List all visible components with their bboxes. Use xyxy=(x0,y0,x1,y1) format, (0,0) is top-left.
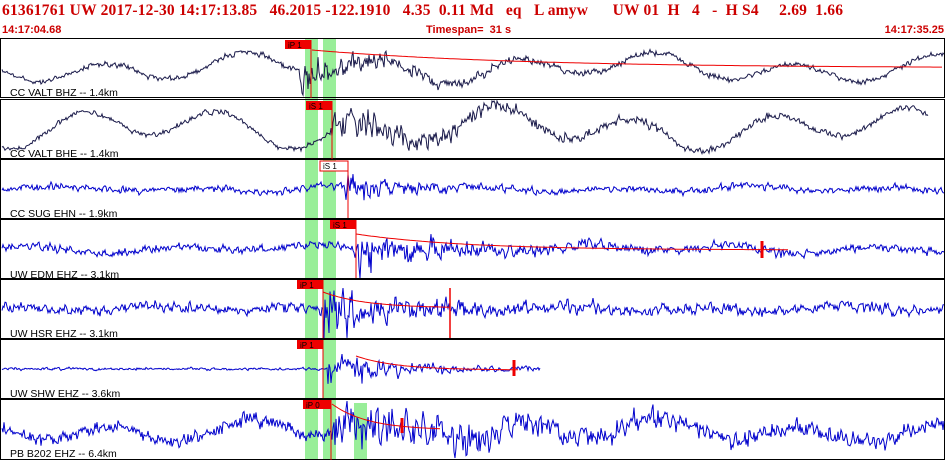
channel-label: CC VALT BHZ -- 1.4km xyxy=(10,87,118,99)
waveform-trace xyxy=(1,174,945,201)
coda-decay-curve xyxy=(311,49,942,68)
channel-label: CC VALT BHE -- 1.4km xyxy=(10,148,119,160)
pick-label: iP 1 xyxy=(300,281,314,290)
pick-label: iS 1 xyxy=(323,162,337,171)
channel-frames xyxy=(0,38,945,460)
channel-row-4[interactable]: iP 1 UW HSR EHZ -- 3.1km xyxy=(1,280,945,340)
pick-label: iP 1 xyxy=(288,41,302,50)
waveform-trace xyxy=(1,354,541,384)
event-header: 61361761 UW 2017-12-30 14:17:13.85 46.20… xyxy=(0,0,946,38)
channel-row-3[interactable]: iS 1 UW EDM EHZ -- 3.1km xyxy=(1,220,945,281)
channel-row-0[interactable]: iP 1 CC VALT BHZ -- 1.4km xyxy=(1,40,945,99)
channel-row-2[interactable]: iS 1 CC SUG EHN -- 1.9km xyxy=(1,160,945,220)
start-time: 14:17:04.68 xyxy=(2,24,62,36)
coda-decay-curve xyxy=(355,355,518,371)
timespan-label: Timespan= 31 s xyxy=(426,24,512,36)
pick-label: iP 1 xyxy=(300,341,314,350)
channel-label: PB B202 EHZ -- 6.4km xyxy=(10,448,117,460)
channel-label: UW EDM EHZ -- 3.1km xyxy=(10,269,119,281)
channel-frame xyxy=(0,219,945,279)
pick-window-band xyxy=(323,38,336,460)
channel-frame xyxy=(0,339,945,399)
end-time: 14:17:35.25 xyxy=(884,24,944,36)
coda-decay-curve xyxy=(322,291,450,308)
waveform-trace xyxy=(1,288,945,339)
waveform-trace xyxy=(1,48,945,97)
waveform-trace xyxy=(1,99,929,156)
channel-frame xyxy=(0,99,945,159)
event-summary-title: 61361761 UW 2017-12-30 14:17:13.85 46.20… xyxy=(2,2,844,19)
seismogram-panel[interactable]: iP 1 CC VALT BHZ -- 1.4km iS 1 CC VALT B… xyxy=(0,38,946,460)
channel-row-6[interactable]: iP 0 PB B202 EHZ -- 6.4km xyxy=(1,400,945,460)
channel-label: UW HSR EHZ -- 3.1km xyxy=(10,328,118,340)
pick-label: iP 0 xyxy=(306,401,320,410)
pick-flag[interactable] xyxy=(285,40,311,49)
pick-label: iS 1 xyxy=(333,221,347,230)
channel-frame xyxy=(0,279,945,339)
pick-label: iS 1 xyxy=(309,102,323,111)
pick-flag[interactable] xyxy=(303,400,331,409)
pick-flag[interactable] xyxy=(297,340,323,349)
channel-frame xyxy=(0,38,945,98)
channel-row-1[interactable]: iS 1 CC VALT BHE -- 1.4km xyxy=(1,99,929,160)
coda-decay-curve xyxy=(355,233,788,251)
coda-decay-curve xyxy=(331,403,441,430)
channel-frame xyxy=(0,159,945,219)
channel-row-5[interactable]: iP 1 UW SHW EHZ -- 3.6km xyxy=(1,340,541,400)
pick-flag[interactable] xyxy=(306,101,332,110)
channel-label: CC SUG EHN -- 1.9km xyxy=(10,208,118,220)
channel-label: UW SHW EHZ -- 3.6km xyxy=(10,388,120,400)
pick-flag[interactable] xyxy=(297,280,323,289)
pick-flag[interactable] xyxy=(330,220,356,229)
waveform-trace xyxy=(1,400,945,459)
waveform-trace xyxy=(1,234,945,279)
